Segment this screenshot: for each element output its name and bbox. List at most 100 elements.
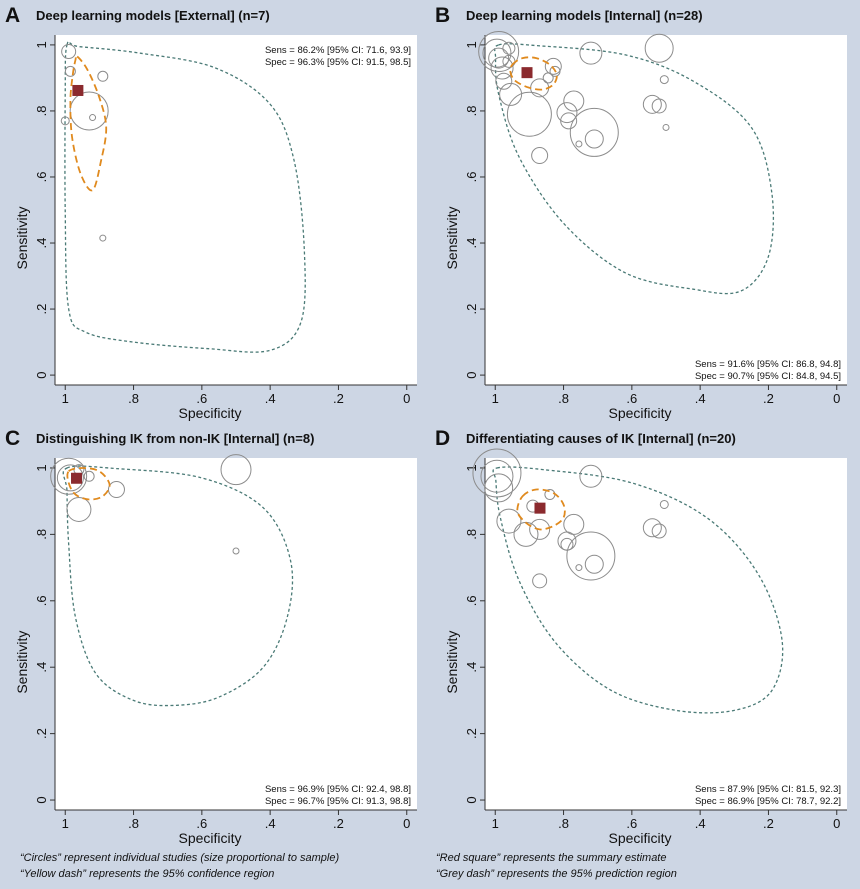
confidence-region: [516, 488, 566, 531]
summary-estimate-square: [71, 472, 83, 484]
sensitivity-stat: Sens = 87.9% [95% CI: 81.5, 92.3]: [695, 784, 841, 795]
study-circle: [506, 91, 552, 137]
study-circle: [220, 454, 252, 486]
study-circle: [490, 56, 514, 80]
summary-estimate-square: [521, 67, 533, 79]
study-circle: [99, 234, 107, 242]
study-circle: [97, 70, 109, 82]
study-circle: [662, 123, 670, 131]
y-tick-label: .4: [464, 238, 479, 249]
y-tick-label: 1: [34, 41, 49, 48]
study-circle: [560, 112, 578, 130]
confidence-region: [66, 467, 111, 501]
x-tick-label: .2: [333, 391, 344, 406]
y-tick-label: 1: [464, 464, 479, 471]
specificity-stat: Spec = 86.9% [95% CI: 78.7, 92.2]: [695, 796, 841, 807]
study-circle: [659, 75, 669, 85]
x-tick-label: 0: [403, 391, 410, 406]
study-circle: [644, 33, 674, 63]
study-circle: [549, 65, 561, 77]
y-tick-label: .8: [34, 106, 49, 117]
x-tick-label: .4: [265, 391, 276, 406]
y-tick-label: .6: [34, 595, 49, 606]
y-axis-title: Sensitivity: [14, 206, 30, 269]
y-tick-label: .8: [464, 529, 479, 540]
x-tick-label: .8: [558, 816, 569, 831]
x-tick-label: .4: [695, 816, 706, 831]
y-tick-label: .2: [464, 728, 479, 739]
x-axis-title: Specificity: [178, 830, 241, 846]
y-tick-label: 0: [34, 796, 49, 803]
study-circle: [488, 47, 510, 69]
plot-area: [485, 458, 847, 810]
summary-estimate-square: [534, 502, 546, 514]
y-axis-title: Sensitivity: [444, 631, 460, 694]
study-circle: [532, 573, 548, 589]
study-circle: [484, 473, 514, 503]
x-axis-title: Specificity: [178, 405, 241, 421]
prediction-region: [64, 40, 306, 353]
study-circle: [584, 554, 604, 574]
study-circle: [642, 518, 662, 538]
y-tick-label: .6: [34, 172, 49, 183]
plot-area: [485, 35, 847, 385]
y-tick-label: .4: [34, 238, 49, 249]
sensitivity-stat: Sens = 96.9% [95% CI: 92.4, 98.8]: [265, 784, 411, 795]
study-circle: [496, 508, 522, 534]
sensitivity-stat: Sens = 86.2% [95% CI: 71.6, 93.9]: [265, 45, 411, 56]
specificity-stat: Spec = 90.7% [95% CI: 84.8, 94.5]: [695, 371, 841, 382]
study-circle: [529, 518, 551, 540]
study-circle: [89, 114, 97, 122]
footnote-red-square: “Red square” represents the summary esti…: [436, 852, 667, 864]
x-tick-label: .6: [196, 816, 207, 831]
panel-letter-d: D: [435, 427, 451, 450]
study-circle: [61, 44, 77, 60]
study-circle: [495, 72, 513, 90]
study-circle: [60, 116, 70, 126]
study-circle: [66, 496, 92, 522]
study-circle: [480, 459, 514, 493]
panel-letter-b: B: [435, 4, 451, 27]
study-circle: [50, 457, 88, 495]
sensitivity-stat: Sens = 91.6% [95% CI: 86.8, 94.8]: [695, 359, 841, 370]
panel-letter-c: C: [5, 427, 21, 450]
prediction-region: [62, 465, 294, 707]
footnote-circles: “Circles” represent individual studies (…: [20, 852, 340, 864]
study-circle: [232, 547, 240, 555]
study-circle: [563, 513, 585, 535]
study-circle: [502, 41, 516, 55]
y-tick-label: 0: [34, 371, 49, 378]
study-circle: [651, 98, 667, 114]
x-tick-label: 0: [833, 816, 840, 831]
study-circle: [478, 31, 520, 73]
footnote-yellow-dash: “Yellow dash” represents the 95% confide…: [20, 868, 275, 880]
x-tick-label: .8: [558, 391, 569, 406]
study-circle: [64, 65, 76, 77]
y-tick-label: .8: [464, 106, 479, 117]
x-tick-label: 1: [492, 816, 499, 831]
y-tick-label: .8: [34, 529, 49, 540]
summary-estimate-square: [72, 84, 84, 96]
study-circle: [83, 470, 95, 482]
study-circle: [472, 448, 522, 498]
y-tick-label: 1: [34, 464, 49, 471]
y-tick-label: 0: [464, 371, 479, 378]
study-circle: [499, 82, 523, 106]
plot-area: [55, 35, 417, 385]
panel-title-d: Differentiating causes of IK [Internal] …: [466, 431, 736, 446]
study-circle: [56, 464, 84, 492]
study-circle: [69, 91, 109, 131]
study-circle: [560, 537, 574, 551]
panel-title-b: Deep learning models [Internal] (n=28): [466, 8, 703, 23]
confidence-region: [69, 54, 108, 192]
y-tick-label: 0: [464, 796, 479, 803]
study-circle: [575, 140, 583, 148]
study-circle: [642, 94, 662, 114]
x-tick-label: 1: [62, 816, 69, 831]
specificity-stat: Spec = 96.3% [95% CI: 91.5, 98.5]: [265, 57, 411, 68]
y-tick-label: .4: [464, 662, 479, 673]
y-tick-label: .6: [464, 172, 479, 183]
